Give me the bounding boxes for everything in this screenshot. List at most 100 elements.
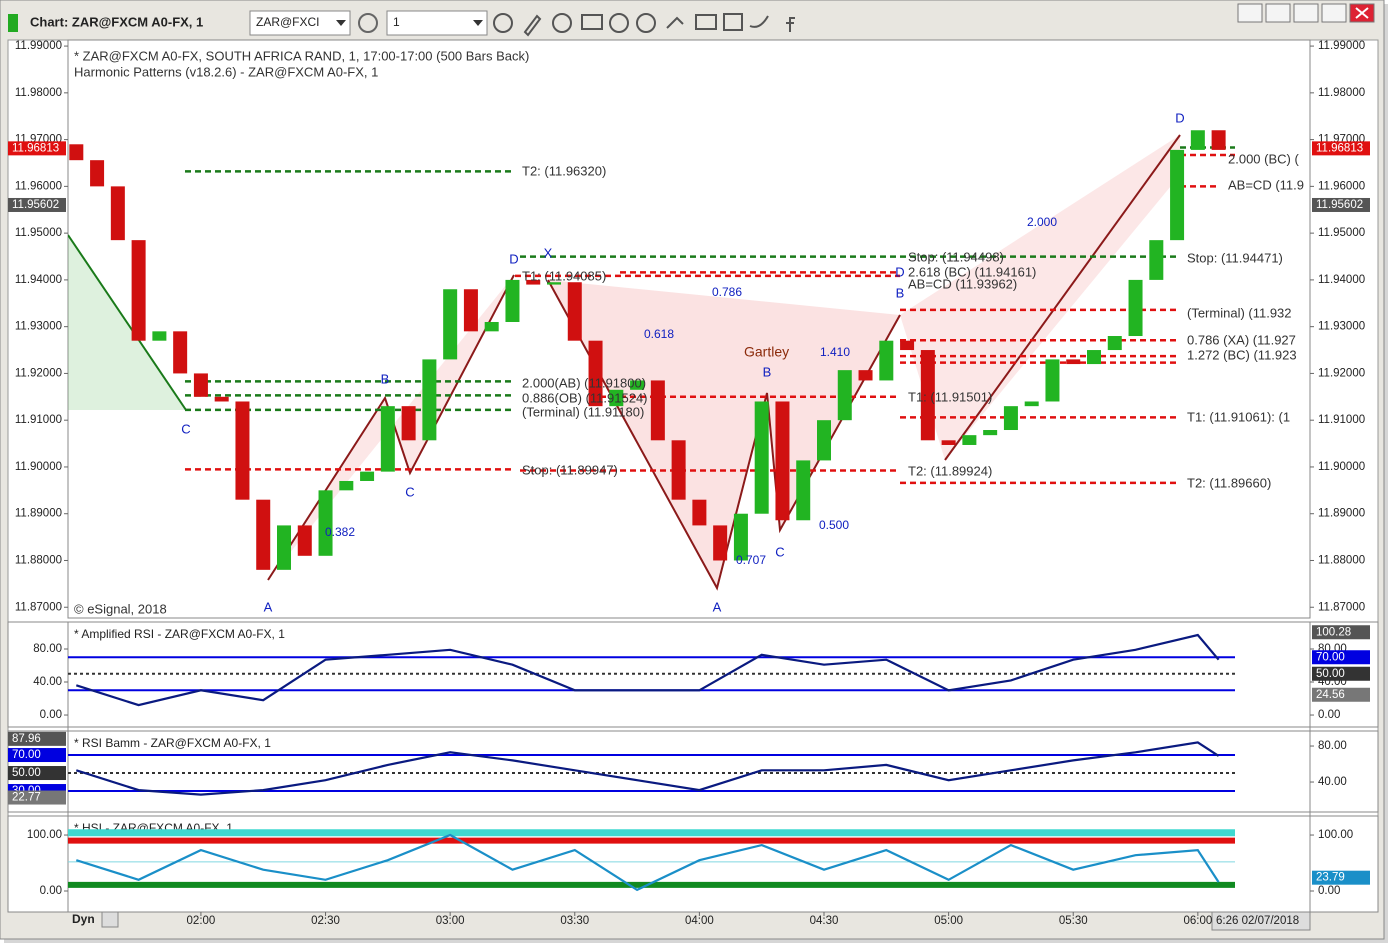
- y-tick-label: 11.88000: [15, 555, 62, 567]
- candle-body: [235, 401, 250, 500]
- y-tick-label: 11.96000: [1318, 180, 1365, 192]
- annotation: 2.618 (BC) (11.94161): [908, 264, 1036, 279]
- value-marker: [8, 790, 66, 805]
- interval-text: 1: [393, 15, 400, 29]
- annotation: 0.500: [819, 518, 849, 532]
- candle-body: [713, 525, 728, 561]
- symbol-text: ZAR@FXCI: [256, 15, 320, 29]
- y-tick-label: 80.00: [33, 643, 62, 655]
- y-tick-label: 11.98000: [1318, 87, 1365, 99]
- candle-body: [733, 513, 748, 561]
- candle-body: [90, 160, 105, 187]
- dropdown-arrow: [473, 20, 483, 26]
- y-tick-label: 100.00: [27, 829, 62, 841]
- indicator-line: [75, 741, 1220, 796]
- y-tick-label: 11.90000: [1318, 461, 1365, 473]
- y-tick-label: 11.94000: [15, 274, 62, 286]
- y-tick-label: 0.00: [40, 885, 62, 897]
- value-marker-label: 100.28: [1316, 626, 1351, 638]
- annotation: (Terminal) (11.932: [1187, 305, 1292, 320]
- annotation: * ZAR@FXCM A0-FX, SOUTH AFRICA RAND, 1, …: [74, 48, 529, 63]
- candle-body: [1211, 130, 1226, 150]
- annotation: AB=CD (11.9: [1228, 177, 1304, 192]
- candle-body: [609, 389, 624, 407]
- candle-body: [567, 282, 582, 341]
- candle-body: [775, 401, 790, 521]
- value-marker-label: 24.56: [1316, 689, 1345, 701]
- y-tick-label: 11.88000: [1318, 555, 1365, 567]
- annotation: A: [713, 599, 722, 614]
- value-marker-label: 70.00: [12, 749, 41, 761]
- annotation: T2: (11.89660): [1187, 475, 1271, 490]
- y-tick-label: 11.91000: [1318, 414, 1365, 426]
- candle-body: [837, 370, 852, 421]
- panel-title: * Amplified RSI - ZAR@FXCM A0-FX, 1: [74, 627, 285, 641]
- annotation: © eSignal, 2018: [74, 601, 167, 616]
- symbol-box[interactable]: [249, 10, 351, 36]
- candle-body: [671, 440, 686, 500]
- candle-body: [588, 340, 603, 407]
- candle-body: [1170, 149, 1185, 241]
- candle-body: [110, 186, 125, 241]
- annotation: T1: (11.91501): [908, 389, 992, 404]
- value-marker: [1312, 141, 1370, 156]
- value-marker: [1312, 666, 1370, 681]
- value-marker: [8, 748, 66, 763]
- y-tick-label: 11.95000: [15, 227, 62, 239]
- candle-body: [152, 331, 167, 341]
- y-tick-label: 11.92000: [15, 367, 62, 379]
- candle-body: [401, 406, 416, 441]
- interval-box[interactable]: [386, 10, 488, 36]
- value-marker-label: 22.77: [12, 792, 41, 804]
- y-tick-label: 11.87000: [15, 601, 62, 613]
- annotation: 0.382: [325, 525, 355, 539]
- x-tick-label: 03:30: [560, 915, 589, 927]
- dropdown-arrow: [336, 20, 346, 26]
- candle-body: [214, 396, 229, 402]
- x-tick-label: 06:00: [1183, 915, 1212, 927]
- y-tick-label: 0.00: [1318, 709, 1340, 721]
- lock-button[interactable]: [101, 911, 119, 928]
- annotation: C: [405, 484, 414, 499]
- y-tick-label: 0.00: [40, 709, 62, 721]
- candle-body: [1190, 130, 1205, 150]
- y-tick-label: 11.93000: [1318, 321, 1365, 333]
- annotation: B: [896, 285, 905, 300]
- value-marker: [1312, 687, 1370, 702]
- window-buttons[interactable]: [1237, 3, 1375, 23]
- y-tick-label: 11.87000: [1318, 601, 1365, 613]
- value-marker: [1312, 625, 1370, 640]
- candle-body: [1107, 336, 1122, 351]
- y-tick-label: 0.00: [1318, 885, 1340, 897]
- candle-body: [1003, 406, 1018, 431]
- x-tick-label: 05:00: [934, 915, 963, 927]
- candle-body: [526, 279, 541, 285]
- annotation: Stop: (11.94498): [908, 249, 1004, 264]
- annotation: Gartley: [744, 344, 789, 360]
- candle-body: [1024, 401, 1039, 407]
- value-marker: [1312, 650, 1370, 665]
- window-title: Chart: ZAR@FXCM A0-FX, 1: [30, 14, 203, 29]
- candle-body: [900, 340, 915, 351]
- value-marker-label: 70.00: [1316, 651, 1345, 663]
- annotation: 1.272 (BC) (11.923: [1187, 347, 1297, 362]
- candle-body: [173, 331, 188, 374]
- toolbar-icons[interactable]: [493, 13, 795, 37]
- value-marker-label: 11.95602: [1316, 199, 1363, 211]
- settings-icon[interactable]: [358, 13, 378, 33]
- annotation: 0.618: [644, 327, 674, 341]
- y-tick-label: 100.00: [1318, 829, 1353, 841]
- value-marker: [8, 766, 66, 781]
- candle-body: [962, 435, 977, 445]
- value-marker: [8, 731, 66, 746]
- candle-body: [692, 499, 707, 526]
- value-marker-label: 11.95602: [12, 199, 59, 211]
- annotation: 1.410: [820, 345, 850, 359]
- candle-body: [256, 499, 271, 570]
- value-marker-label: 23.79: [1316, 872, 1345, 884]
- y-tick-label: 11.89000: [1318, 508, 1365, 520]
- candle-body: [443, 289, 458, 360]
- annotation: D: [1175, 110, 1184, 125]
- value-marker: [1312, 197, 1370, 212]
